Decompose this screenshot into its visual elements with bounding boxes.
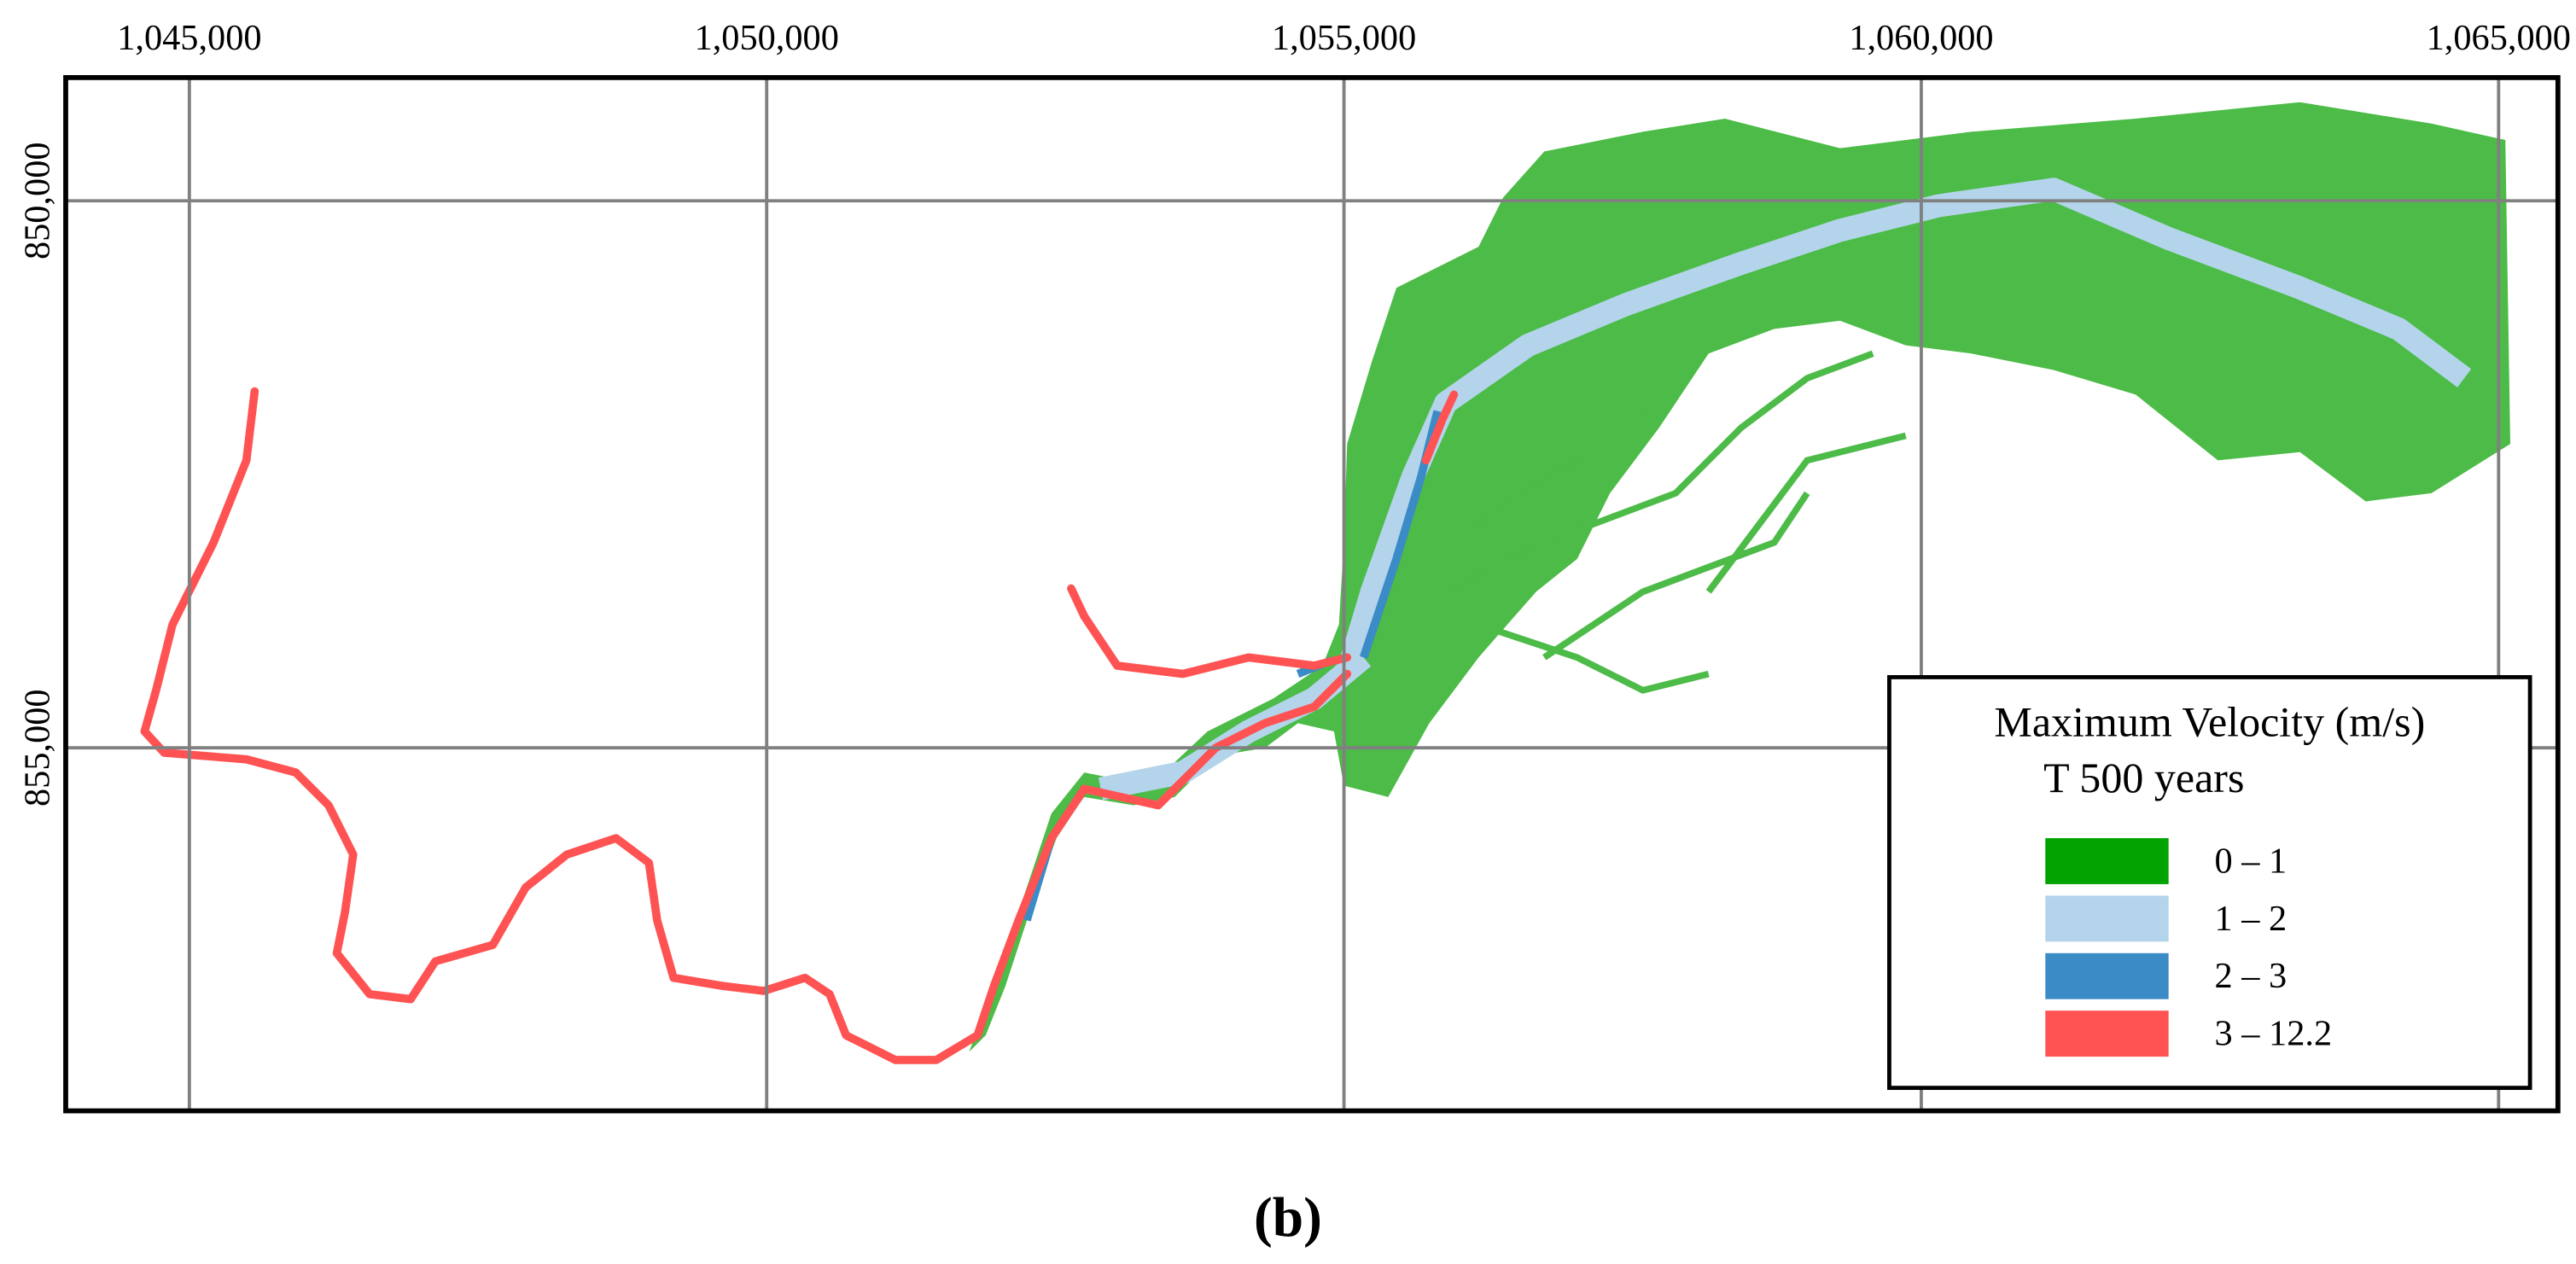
legend-label: 1 – 2 xyxy=(2215,899,2288,939)
x-tick-label: 1,060,000 xyxy=(1849,18,1993,58)
x-tick-label: 1,065,000 xyxy=(2427,18,2571,58)
y-tick-label: 850,000 xyxy=(18,142,58,259)
x-tick-label: 1,055,000 xyxy=(1272,18,1416,58)
legend-swatch xyxy=(2045,1011,2169,1057)
legend-swatch xyxy=(2045,952,2169,999)
legend-box xyxy=(1887,675,2532,1091)
legend-swatch xyxy=(2045,895,2169,942)
legend-swatch xyxy=(2045,838,2169,884)
legend-title: Maximum Velocity (m/s) xyxy=(1994,698,2425,746)
caption: (b) xyxy=(1254,1187,1322,1249)
legend: Maximum Velocity (m/s) T 500 years 0 – 1… xyxy=(1887,675,2532,1091)
grid xyxy=(65,77,2558,1111)
river-very-high xyxy=(140,387,1459,1064)
flood-layers xyxy=(140,102,2511,1064)
map-frame xyxy=(63,75,2561,1114)
legend-subtitle: T 500 years xyxy=(2043,754,2244,801)
flood-area-low xyxy=(969,102,2511,1052)
x-tick-label: 1,045,000 xyxy=(117,18,261,58)
legend-label: 0 – 1 xyxy=(2215,841,2288,881)
x-tick-label: 1,050,000 xyxy=(695,18,839,58)
legend-label: 3 – 12.2 xyxy=(2215,1014,2333,1054)
legend-label: 2 – 3 xyxy=(2215,956,2288,996)
flood-branches xyxy=(1444,350,1907,694)
y-tick-label: 855,000 xyxy=(18,689,58,807)
